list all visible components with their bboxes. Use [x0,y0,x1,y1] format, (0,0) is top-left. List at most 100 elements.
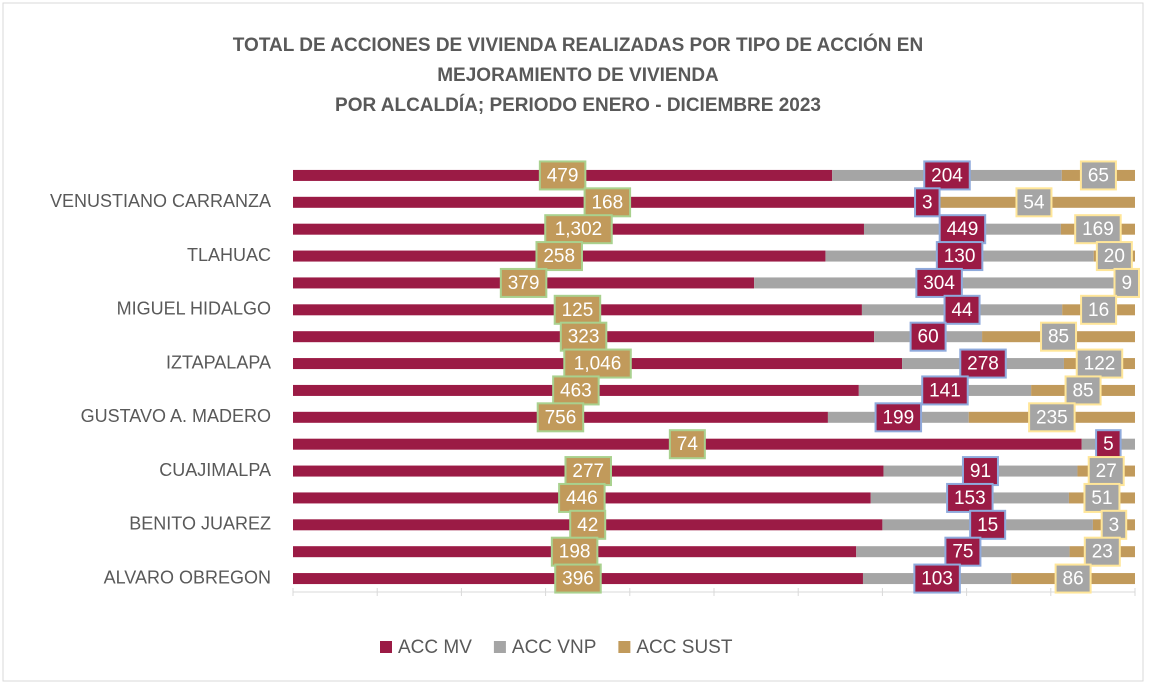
y-tick-label: GUSTAVO A. MADERO [81,406,271,426]
y-tick-label: TLAHUAC [187,245,271,265]
data-label: 204 [931,165,963,186]
legend-swatch [618,641,631,653]
data-label: 23 [1092,542,1113,563]
data-label-box [915,267,963,298]
chart-title: MEJORAMIENTO DE VIVIENDA [437,65,719,86]
data-label-box [583,187,632,218]
data-label: 396 [562,569,594,590]
data-label: 9 [1121,273,1132,294]
data-label: 323 [568,327,600,348]
data-label: 304 [923,273,955,294]
data-label-box [1040,321,1078,352]
y-tick-label: MIGUEL HIDALGO [117,299,271,319]
data-label-box [1015,187,1053,218]
data-label-box [668,429,706,460]
data-label-box [969,509,1007,540]
data-label: 15 [977,515,998,536]
y-tick-label: ALVARO OBREGON [104,567,271,587]
data-label-box [1079,160,1117,191]
legend-swatch [380,641,392,653]
data-label: 75 [952,542,973,563]
data-label-box [913,563,961,594]
data-label-box [946,482,994,513]
data-label: 198 [559,542,591,563]
data-label: 479 [547,165,579,186]
data-label-box [1087,456,1125,487]
data-label-box [1113,267,1140,298]
data-label-box [935,241,984,272]
data-label: 130 [944,246,976,267]
data-label: 446 [566,488,598,509]
data-label: 1,302 [555,219,603,240]
y-tick-label: CUAJIMALPA [159,460,271,480]
data-label-box [914,187,941,218]
data-label: 85 [1072,380,1093,401]
data-label-box [1080,294,1118,325]
data-label: 74 [677,434,699,455]
data-label-box [943,294,981,325]
data-label-box [536,402,585,433]
data-label: 169 [1082,219,1114,240]
data-label: 141 [929,380,961,401]
legend-swatch [493,641,506,653]
data-label: 235 [1036,407,1068,428]
data-label-box [1083,482,1121,513]
data-label: 1,046 [574,354,622,375]
y-tick-label: VENUSTIANO CARRANZA [50,191,271,211]
data-label: 122 [1084,354,1116,375]
data-label-box [535,241,583,272]
data-label-box [559,321,608,352]
data-label: 16 [1088,300,1109,321]
data-label: 5 [1103,434,1114,455]
data-label: 258 [543,246,575,267]
data-label-box [909,321,947,352]
data-label-box [552,375,600,406]
data-label: 42 [577,515,598,536]
legend-label: ACC SUST [636,637,732,658]
data-label-box [553,294,602,325]
data-label: 3 [922,192,933,213]
data-label-box [499,267,548,298]
data-label-box [554,563,602,594]
legend-label: ACC MV [398,637,472,658]
data-label-box [944,536,982,567]
data-label: 125 [562,300,594,321]
data-label-box [1064,375,1102,406]
data-label: 54 [1023,192,1045,213]
data-label: 463 [560,380,592,401]
data-label: 65 [1088,165,1109,186]
chart-title: POR ALCALDÍA; PERIODO ENERO - DICIEMBRE … [335,94,821,116]
y-tick-label: IZTAPALAPA [166,352,271,372]
data-label: 91 [970,461,991,482]
data-label: 3 [1109,515,1120,536]
data-label-box [921,375,969,406]
data-label: 756 [545,407,577,428]
chart-title: TOTAL DE ACCIONES DE VIVIENDA REALIZADAS… [233,34,923,56]
data-label-box [1054,563,1092,594]
y-tick-label: BENITO JUAREZ [129,514,271,534]
data-label: 86 [1063,569,1084,590]
data-label: 153 [954,488,986,509]
data-label: 168 [591,192,623,213]
data-label: 27 [1096,461,1117,482]
data-label: 449 [947,219,979,240]
data-label: 85 [1048,327,1069,348]
data-label: 379 [508,273,540,294]
data-label-box [550,536,599,567]
data-label: 20 [1104,246,1125,267]
data-label: 199 [882,407,914,428]
legend-label: ACC VNP [512,637,596,658]
data-label: 278 [967,354,999,375]
data-label-box [538,160,587,191]
data-label-box [558,482,606,513]
data-label: 60 [918,327,939,348]
data-label: 277 [572,461,604,482]
data-label-box [1100,509,1128,540]
data-label-box [959,348,1007,379]
data-label: 51 [1091,488,1112,509]
data-label: 44 [951,300,973,321]
data-label: 103 [921,569,953,590]
data-label-box [874,402,923,433]
data-label-box [1083,536,1121,567]
